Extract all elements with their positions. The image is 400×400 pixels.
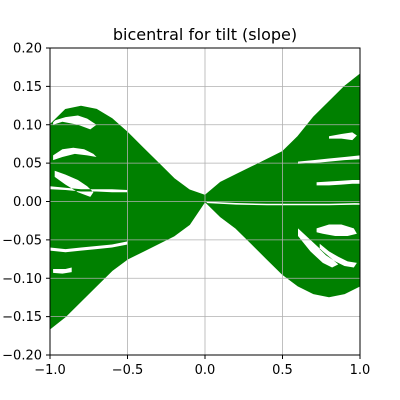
chart-title: bicentral for tilt (slope) [113, 25, 297, 44]
x-tick-label: 1.0 [350, 363, 371, 378]
y-tick-label: 0.05 [13, 157, 42, 172]
y-tick-label: 0.00 [13, 195, 42, 210]
y-tick-label: −0.20 [2, 349, 42, 364]
y-tick-label: −0.10 [2, 272, 42, 287]
axes: −1.0 −0.5 0.0 0.5 1.0 −0.20 −0.15 −0.10 −0.05 0.0… [2, 42, 370, 379]
y-tick-label: 0.15 [13, 80, 42, 95]
x-tick-label: −0.5 [112, 363, 144, 378]
y-tick-label: −0.05 [2, 233, 42, 248]
x-tick-label: 0.0 [195, 363, 216, 378]
y-tick-label: −0.15 [2, 310, 42, 325]
y-tick-label: 0.20 [13, 42, 42, 57]
x-tick-label: 0.5 [272, 363, 293, 378]
x-tick-label: −1.0 [34, 363, 66, 378]
y-tick-label: 0.10 [13, 118, 42, 133]
